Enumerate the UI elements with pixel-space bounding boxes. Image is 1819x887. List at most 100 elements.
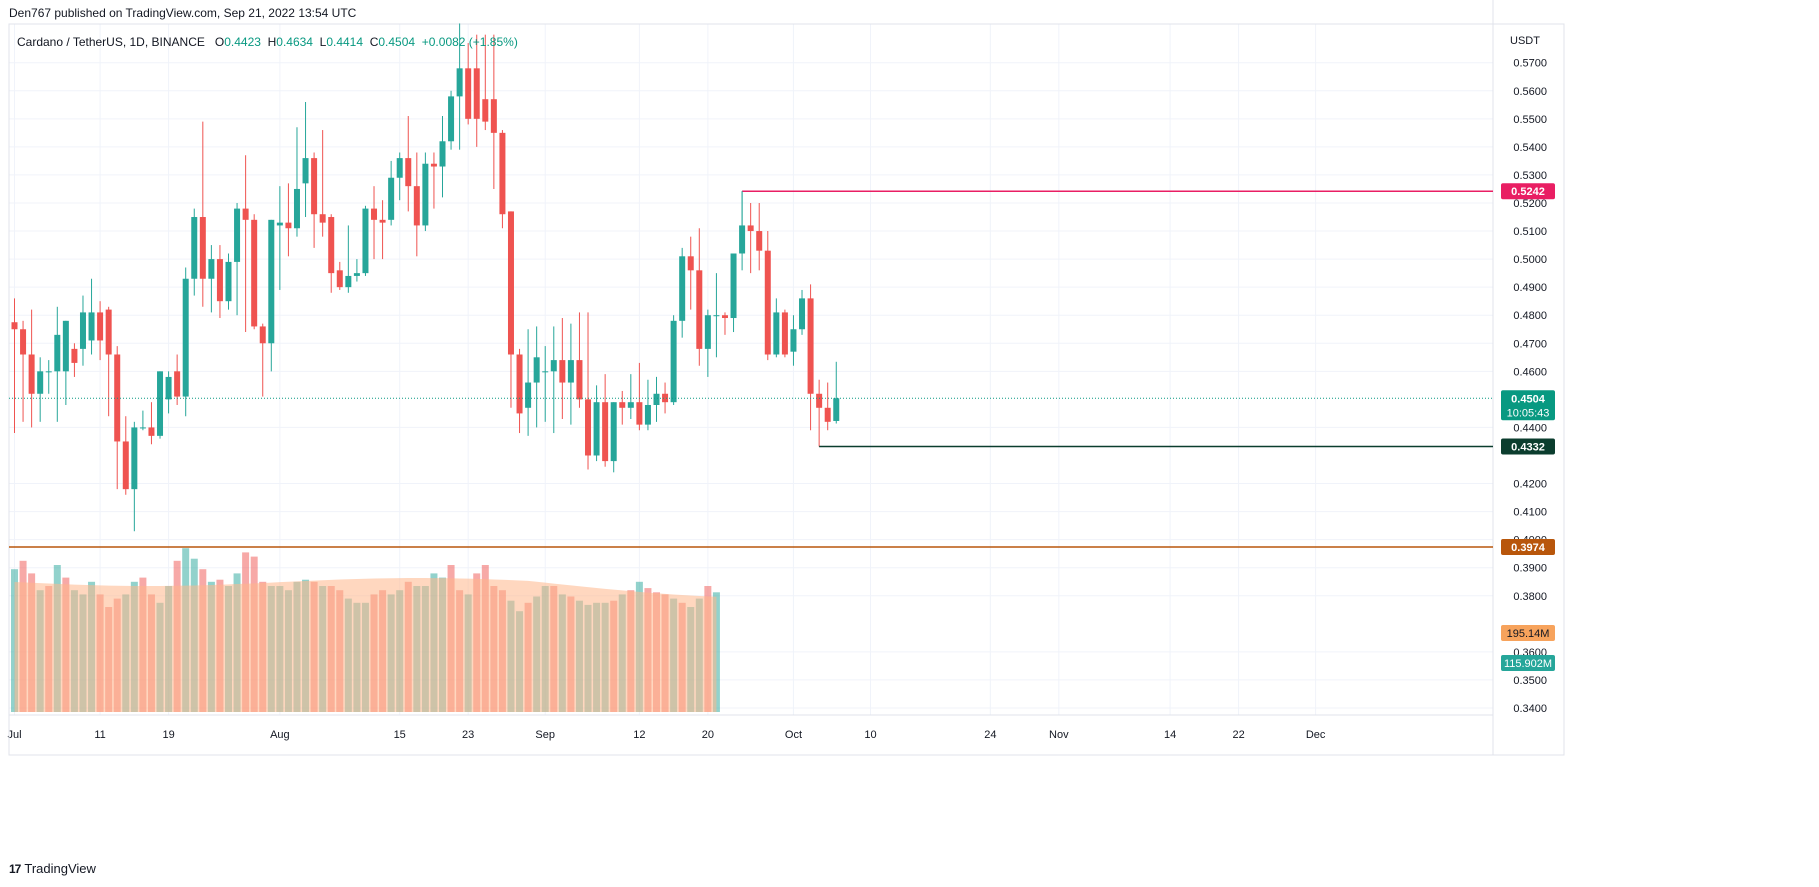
candle-body bbox=[559, 360, 566, 383]
candle-body bbox=[362, 208, 369, 274]
x-tick-label: Oct bbox=[785, 729, 802, 741]
y-tick-label: 0.5700 bbox=[1513, 58, 1547, 70]
symbol-name: Cardano / TetherUS, 1D, BINANCE bbox=[17, 35, 205, 49]
symbol-legend: Cardano / TetherUS, 1D, BINANCE O0.4423 … bbox=[17, 35, 518, 49]
y-tick-label: 0.4400 bbox=[1513, 422, 1547, 434]
candle-body bbox=[319, 214, 326, 223]
high-value: 0.4634 bbox=[276, 35, 313, 49]
candle-body bbox=[593, 402, 600, 456]
candle-body bbox=[302, 158, 309, 184]
y-tick-label: 0.4600 bbox=[1513, 366, 1547, 378]
candle-body bbox=[268, 219, 275, 344]
candle-body bbox=[533, 357, 540, 383]
candle-body bbox=[490, 99, 497, 133]
y-tick-label: 0.3800 bbox=[1513, 591, 1547, 603]
countdown-label: 10:05:43 bbox=[1507, 407, 1550, 419]
y-tick-label: 0.4700 bbox=[1513, 338, 1547, 350]
volume-label-bg bbox=[1501, 655, 1555, 671]
currency-label: USDT bbox=[1510, 35, 1540, 47]
candle-body bbox=[713, 315, 720, 317]
candle-body bbox=[122, 441, 129, 490]
support-price-label: 0.4332 bbox=[1511, 442, 1545, 454]
candle-body bbox=[662, 393, 669, 403]
y-tick-label: 0.3400 bbox=[1513, 703, 1547, 715]
candle-body bbox=[131, 427, 138, 490]
candle-body bbox=[824, 407, 831, 422]
tradingview-logo-icon: 17 bbox=[9, 861, 21, 876]
tradingview-brand: TradingView bbox=[24, 861, 96, 876]
candle-body bbox=[670, 320, 677, 403]
candle-body bbox=[79, 312, 86, 349]
candle-body bbox=[311, 158, 318, 215]
candle-body bbox=[747, 225, 754, 232]
candle-body bbox=[790, 329, 797, 352]
candle-body bbox=[448, 96, 455, 142]
y-tick-label: 0.4200 bbox=[1513, 479, 1547, 491]
x-tick-label: Aug bbox=[270, 729, 290, 741]
y-tick-label: 0.5200 bbox=[1513, 198, 1547, 210]
candle-body bbox=[276, 222, 283, 226]
change-value: +0.0082 (+1.85%) bbox=[421, 35, 518, 49]
candle-body bbox=[62, 320, 69, 372]
candle-body bbox=[379, 219, 386, 223]
y-tick-label: 0.4100 bbox=[1513, 507, 1547, 519]
candle-body bbox=[704, 315, 711, 349]
candle-body bbox=[396, 158, 403, 178]
candle-body bbox=[37, 371, 44, 394]
volume-ma-label-bg bbox=[1501, 625, 1555, 641]
candle-body bbox=[833, 398, 840, 421]
candle-body bbox=[225, 261, 232, 302]
x-tick-label: 15 bbox=[394, 729, 406, 741]
candle-body bbox=[576, 360, 583, 400]
x-tick-label: Nov bbox=[1049, 729, 1069, 741]
candle-body bbox=[696, 270, 703, 349]
y-tick-label: 0.3500 bbox=[1513, 675, 1547, 687]
candle-body bbox=[157, 371, 164, 436]
candle-body bbox=[764, 250, 771, 355]
candle-body bbox=[439, 141, 446, 167]
resistance-price-label-bg bbox=[1501, 183, 1555, 200]
candle-body bbox=[525, 382, 532, 408]
candle-body bbox=[482, 99, 489, 122]
candle-body bbox=[139, 427, 146, 429]
y-tick-label: 0.5000 bbox=[1513, 254, 1547, 266]
x-tick-label: 22 bbox=[1232, 729, 1244, 741]
candle-body bbox=[20, 329, 27, 355]
candle-body bbox=[88, 312, 95, 341]
candle-body bbox=[721, 315, 728, 319]
candle-body bbox=[345, 275, 352, 288]
candle-body bbox=[285, 222, 292, 229]
open-label: O bbox=[214, 35, 225, 49]
candle-body bbox=[174, 371, 181, 397]
candle-body bbox=[97, 312, 104, 341]
support-price-label-bg bbox=[1501, 438, 1555, 455]
low-value: 0.4414 bbox=[326, 35, 364, 49]
candle-body bbox=[182, 278, 189, 397]
close-label: C bbox=[369, 35, 379, 49]
tradingview-footer[interactable]: 17 TradingView bbox=[9, 861, 96, 876]
candle-body bbox=[371, 208, 378, 220]
open-value: 0.4423 bbox=[224, 35, 261, 49]
y-tick-label: 0.5300 bbox=[1513, 170, 1547, 182]
candle-body bbox=[45, 371, 52, 373]
candle-body bbox=[756, 231, 763, 251]
y-tick-label: 0.4800 bbox=[1513, 310, 1547, 322]
candle-body bbox=[251, 219, 258, 327]
candle-body bbox=[610, 402, 617, 462]
x-tick-label: Sep bbox=[535, 729, 555, 741]
candle-body bbox=[353, 273, 360, 276]
candle-body bbox=[413, 186, 420, 226]
candle-body bbox=[293, 188, 300, 229]
y-tick-label: 0.5100 bbox=[1513, 226, 1547, 238]
candle-body bbox=[807, 298, 814, 394]
y-tick-label: 0.5400 bbox=[1513, 142, 1547, 154]
candle-body bbox=[602, 402, 609, 462]
candle-body bbox=[199, 217, 206, 279]
major-support-price-label-bg bbox=[1501, 538, 1555, 555]
resistance-price-label: 0.5242 bbox=[1511, 186, 1545, 198]
candle-body bbox=[781, 312, 788, 355]
candle-body bbox=[234, 208, 241, 262]
candle-body bbox=[328, 217, 335, 274]
candle-body bbox=[71, 348, 78, 363]
